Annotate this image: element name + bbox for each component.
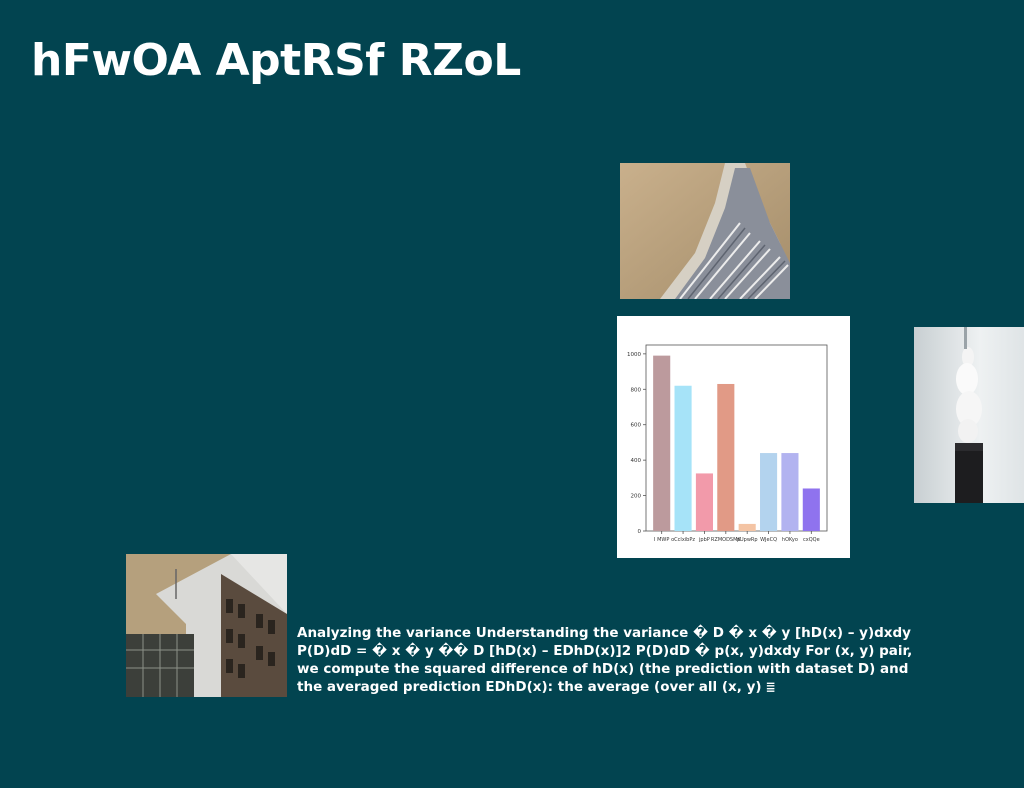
slide-title: hFwOA AptRSf RZoL <box>31 35 521 86</box>
bar <box>695 473 713 531</box>
y-tick-label: 200 <box>631 494 642 500</box>
office-building-photo <box>126 554 287 697</box>
bar <box>738 523 756 531</box>
x-tick-label: jpbP <box>698 537 710 543</box>
x-tick-label: cxQQe <box>803 537 820 543</box>
x-tick-label: pUpwRp <box>737 537 758 543</box>
bar <box>674 385 692 531</box>
bar <box>781 453 799 531</box>
y-tick-label: 400 <box>631 458 642 464</box>
trailing-glyph: ≣ <box>765 680 776 694</box>
bar-chart: 0 200 400 600 800 1000 I MWP oCclxibPz jpbP RZMOD… <box>617 316 850 558</box>
x-tick-label: I MWP <box>654 537 669 543</box>
y-tick-label: 0 <box>638 529 642 535</box>
x-tick-label: RZMODSMK <box>711 537 741 543</box>
skyscraper-photo <box>620 163 790 299</box>
bar <box>717 383 735 531</box>
body-paragraph: Analyzing the variance Understanding the… <box>297 624 917 696</box>
x-tick-label: hOKyo <box>782 537 798 543</box>
bar <box>802 488 820 531</box>
x-tick-label: oCclxibPz <box>671 537 695 543</box>
sculpture-photo <box>914 327 1024 503</box>
y-tick-label: 800 <box>631 387 642 393</box>
plot-frame <box>645 344 828 532</box>
x-tick-label: WJeCQ <box>760 537 777 543</box>
body-text: Analyzing the variance Understanding the… <box>297 625 913 695</box>
bar-chart-svg: 0 200 400 600 800 1000 I MWP oCclxibPz jpbP RZMOD… <box>627 344 828 543</box>
bar <box>760 453 778 531</box>
y-tick-label: 1000 <box>627 352 641 358</box>
bar <box>653 355 671 531</box>
y-tick-label: 600 <box>631 423 642 429</box>
